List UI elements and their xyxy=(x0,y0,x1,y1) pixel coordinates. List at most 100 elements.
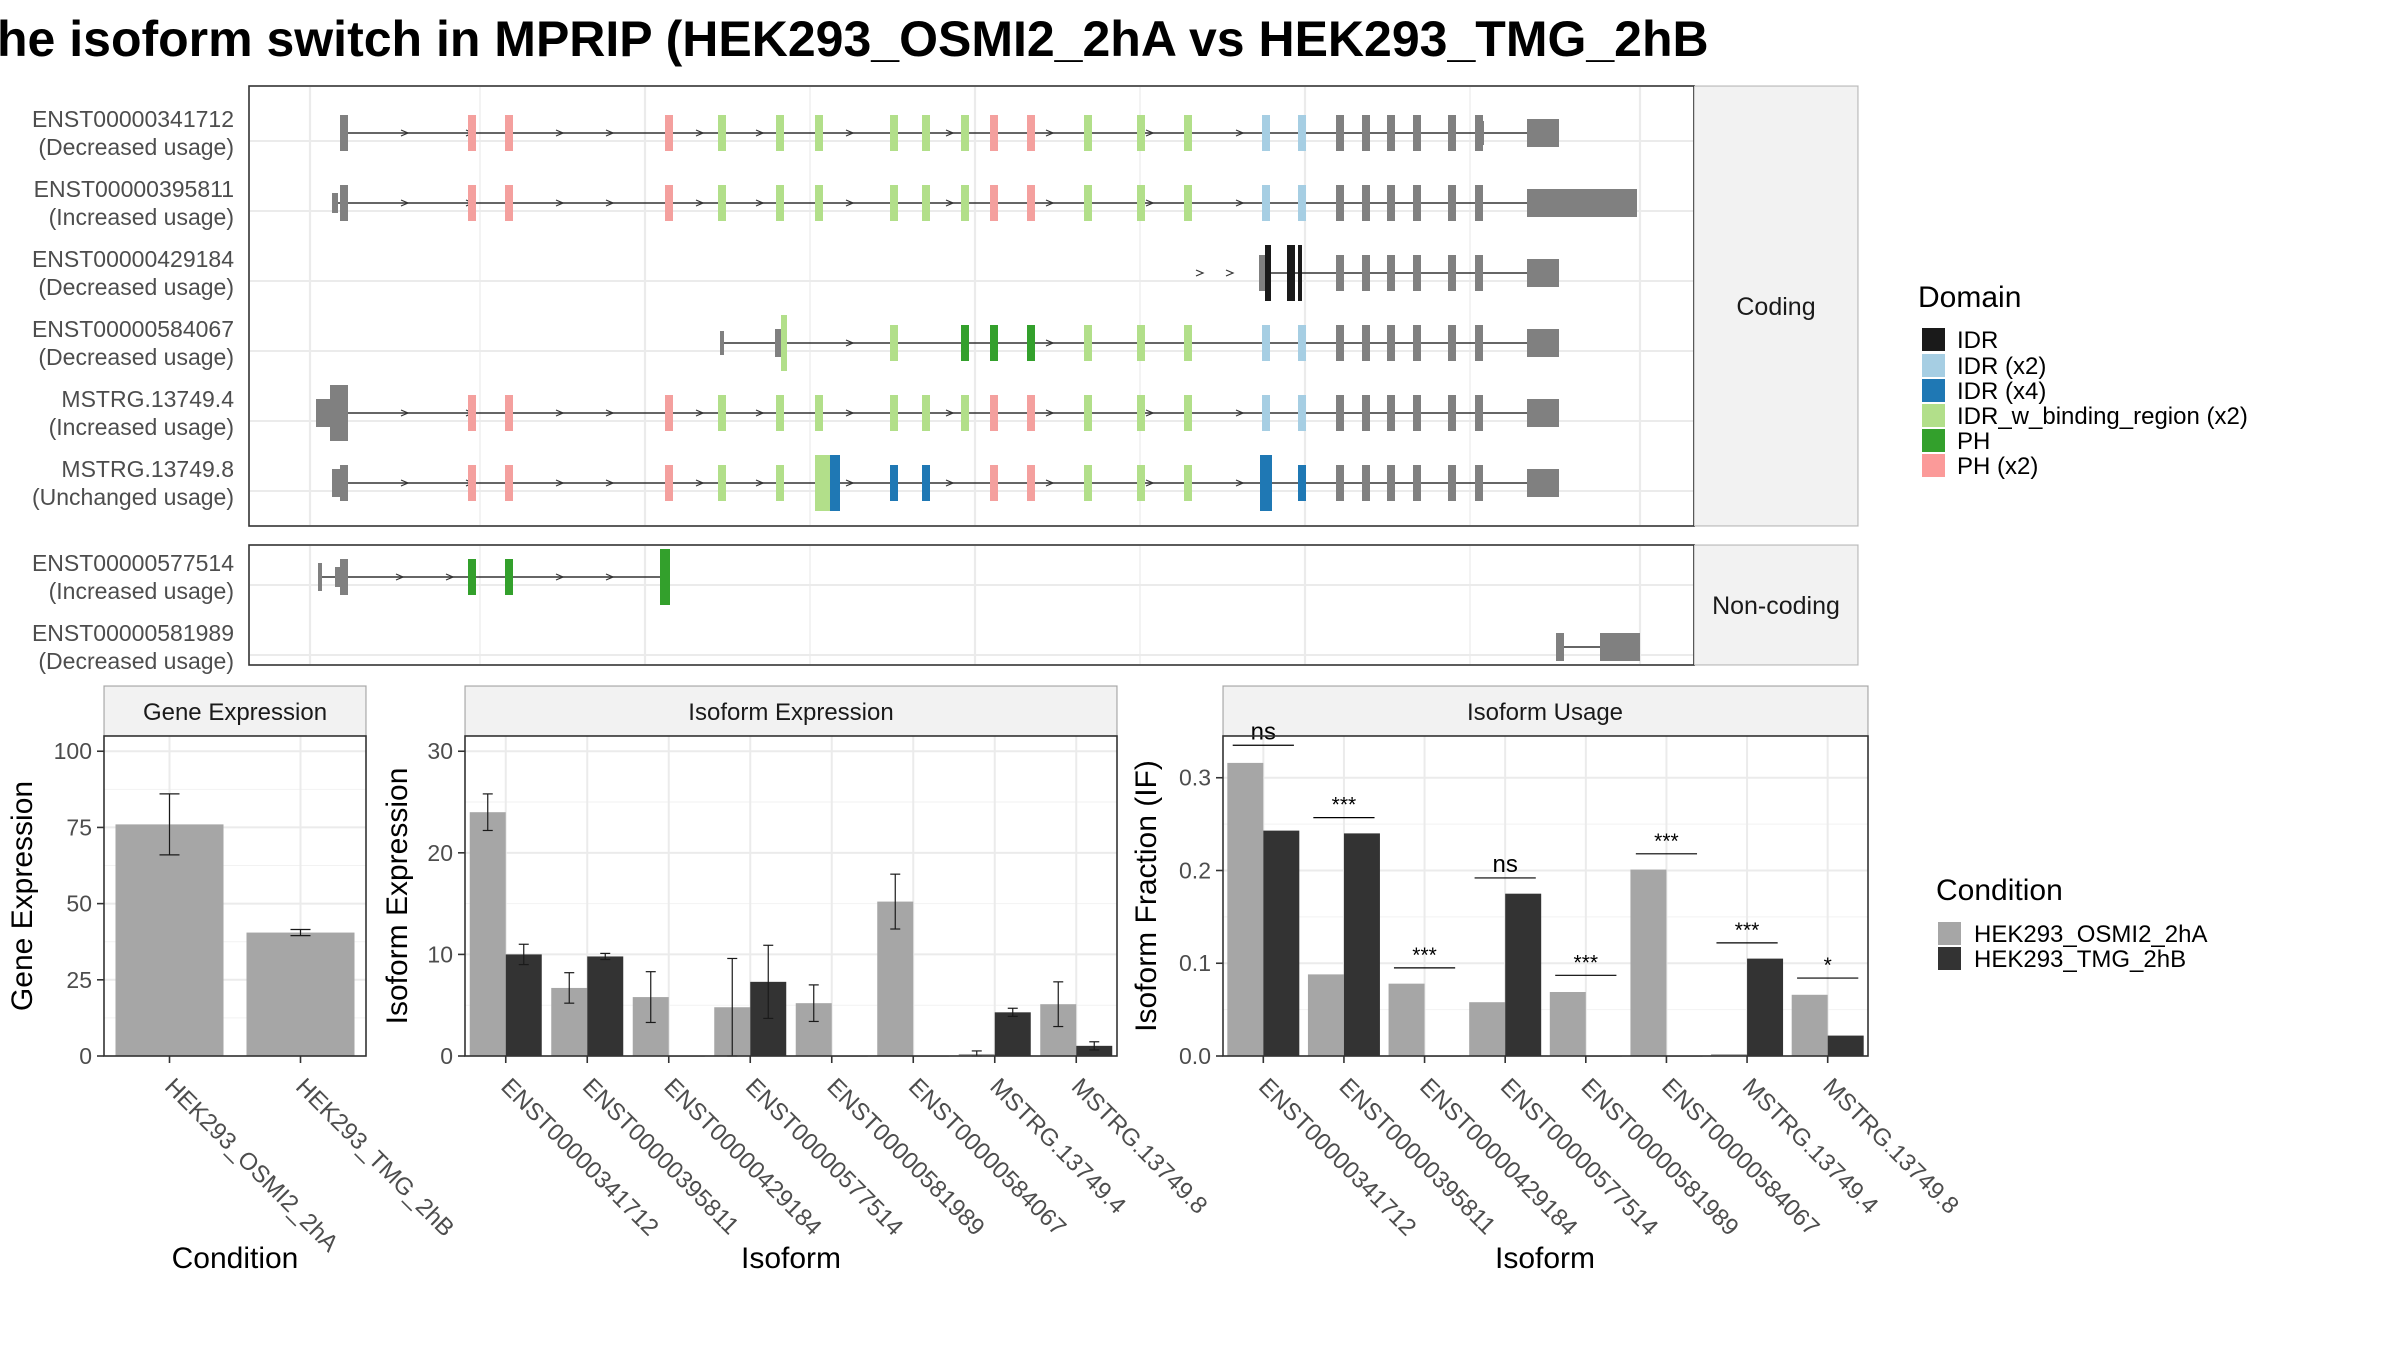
transcript-label-id: MSTRG.13749.8 xyxy=(61,456,234,482)
exon xyxy=(1527,469,1559,497)
bar xyxy=(1227,762,1264,1056)
transcript-label-id: ENST00000429184 xyxy=(32,246,234,272)
exon xyxy=(1336,115,1344,151)
x-tick-label: ENST00000584067 xyxy=(903,1073,1071,1241)
noncoding-panel xyxy=(248,544,1695,666)
noncoding-strip xyxy=(1693,544,1859,666)
exon xyxy=(1448,465,1456,501)
bar xyxy=(246,932,355,1056)
strand-arrow xyxy=(400,479,410,487)
strand-arrow xyxy=(1235,409,1245,417)
strand-arrow xyxy=(945,199,955,207)
strand-arrow xyxy=(845,129,855,137)
transcript-label-note: (Unchanged usage) xyxy=(32,484,234,510)
exon xyxy=(1413,325,1421,361)
strand-arrow xyxy=(1045,339,1055,347)
bar xyxy=(505,954,542,1056)
exon xyxy=(468,559,476,595)
strand-arrow xyxy=(1235,479,1245,487)
exon xyxy=(1387,255,1395,291)
transcript-label-note: (Decreased usage) xyxy=(38,274,234,300)
exon xyxy=(1556,633,1564,661)
exon xyxy=(1184,465,1192,501)
isoform-usage-strip xyxy=(1222,685,1869,737)
exon xyxy=(776,115,784,151)
significance-label: *** xyxy=(1412,944,1437,967)
exon xyxy=(1448,255,1456,291)
exon xyxy=(1027,395,1035,431)
gene-expression-ylabel: Gene Expression xyxy=(6,781,39,1011)
domain-legend: Domain IDR IDR (x2) IDR (x4) IDR_w_bindi… xyxy=(1918,281,2248,480)
exon xyxy=(1084,325,1092,361)
isoform-expression-xlabel: Isoform xyxy=(741,1242,841,1275)
gene-expression-panel-title: Gene Expression xyxy=(143,699,327,726)
strand-arrow xyxy=(555,129,565,137)
legend-label-ph: PH xyxy=(1957,428,1990,455)
bar xyxy=(1505,893,1542,1056)
strand-arrow xyxy=(555,199,565,207)
exon xyxy=(505,395,513,431)
exon xyxy=(1084,115,1092,151)
exon xyxy=(1084,465,1092,501)
isoform-usage-xlabel: Isoform xyxy=(1495,1242,1595,1275)
gene-expression-strip xyxy=(103,685,367,737)
exon xyxy=(922,395,930,431)
x-tick-label: ENST00000584067 xyxy=(1656,1073,1824,1241)
transcript-label-note: (Increased usage) xyxy=(49,204,234,230)
bar xyxy=(1343,833,1380,1056)
significance-label: *** xyxy=(1735,919,1760,942)
exon xyxy=(1413,395,1421,431)
exon xyxy=(665,115,673,151)
exon xyxy=(505,115,513,151)
exon xyxy=(1362,395,1370,431)
strand-arrow xyxy=(605,409,615,417)
y-tick-label: 50 xyxy=(66,891,92,917)
bar xyxy=(1791,994,1828,1056)
strand-arrow xyxy=(555,573,565,581)
significance-label: *** xyxy=(1654,830,1679,853)
exon xyxy=(776,465,784,501)
exon xyxy=(1527,189,1637,217)
bar xyxy=(994,1012,1031,1056)
exon xyxy=(718,465,726,501)
transcript-label-id: ENST00000395811 xyxy=(34,176,234,202)
legend-label-idr-x4: IDR (x4) xyxy=(1957,378,2046,405)
exon xyxy=(1298,395,1306,431)
strand-arrow xyxy=(1235,129,1245,137)
exon xyxy=(1527,119,1559,147)
isoform-usage-plot: 0.0 0.1 0.2 0.3 ENST00000341712ENST000003958… xyxy=(1179,718,1964,1241)
exon xyxy=(815,115,823,151)
exon xyxy=(1184,325,1192,361)
y-tick-label: 100 xyxy=(54,738,92,764)
exon xyxy=(990,115,998,151)
legend-label-osmi2: HEK293_OSMI2_2hA xyxy=(1974,921,2207,948)
isoform-expression-frame xyxy=(464,735,1118,1057)
exon xyxy=(1362,465,1370,501)
exon xyxy=(340,559,348,595)
strand-arrow xyxy=(755,199,765,207)
exon xyxy=(1336,255,1344,291)
strand-arrow xyxy=(1145,129,1155,137)
bar xyxy=(469,812,506,1056)
isoform-usage-panel-title: Isoform Usage xyxy=(1467,699,1623,726)
exon xyxy=(1475,255,1483,291)
exon xyxy=(1448,395,1456,431)
exon xyxy=(718,395,726,431)
exon xyxy=(1137,115,1145,151)
exon xyxy=(1387,395,1395,431)
x-tick-label: ENST00000395811 xyxy=(577,1073,744,1240)
exon xyxy=(505,465,513,501)
exon xyxy=(1362,255,1370,291)
y-tick-label: 25 xyxy=(66,967,92,993)
exon xyxy=(468,465,476,501)
exon xyxy=(815,395,823,431)
y-tick-label: 75 xyxy=(66,814,92,840)
exon xyxy=(720,331,724,355)
legend-key-idr-x4 xyxy=(1922,379,1945,402)
bar xyxy=(1469,1002,1506,1056)
exon xyxy=(961,395,969,431)
exon xyxy=(1336,395,1344,431)
x-tick-label: MSTRG.13749.8 xyxy=(1817,1073,1963,1219)
strand-arrow xyxy=(555,409,565,417)
exon xyxy=(1027,185,1035,221)
